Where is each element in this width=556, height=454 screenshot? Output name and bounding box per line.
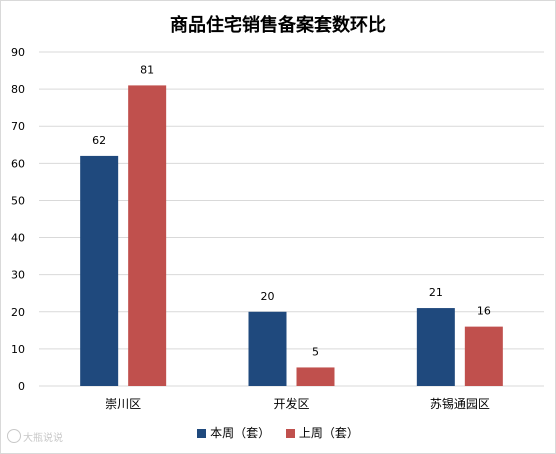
- legend-item-last-week: 上周（套）: [285, 424, 359, 441]
- legend-item-this-week: 本周（套）: [197, 424, 270, 441]
- legend-label-last-week: 上周（套）: [298, 426, 359, 440]
- data-label: 81: [140, 63, 154, 76]
- y-tick-label: 0: [18, 380, 25, 393]
- y-tick-label: 70: [11, 120, 25, 133]
- bar-last-week: [128, 85, 167, 387]
- y-tick-label: 40: [11, 232, 25, 245]
- bar-this-week: [80, 155, 119, 386]
- chart-title: 商品住宅销售备案套数环比: [170, 15, 386, 36]
- y-tick-label: 90: [11, 46, 25, 59]
- data-label: 16: [477, 305, 491, 318]
- legend-swatch-last-week: [285, 429, 295, 438]
- x-category-label: 苏锡通园区: [430, 396, 490, 411]
- y-tick-label: 20: [11, 306, 25, 319]
- legend-label-this-week: 本周（套）: [210, 426, 271, 440]
- y-tick-label: 60: [11, 157, 25, 170]
- bar-last-week: [296, 367, 335, 386]
- legend: 本周（套） 上周（套）: [1, 424, 555, 441]
- legend-swatch-this-week: [197, 429, 207, 438]
- data-label: 20: [261, 290, 275, 303]
- x-category-label: 开发区: [273, 396, 309, 411]
- y-tick-label: 50: [11, 194, 25, 207]
- y-tick-label: 30: [11, 269, 25, 282]
- x-category-label: 崇川区: [105, 397, 141, 411]
- watermark: 大瓶说说: [7, 429, 63, 444]
- data-label: 5: [312, 345, 319, 358]
- data-label: 62: [92, 134, 106, 147]
- bar-this-week: [416, 308, 455, 386]
- bar-this-week: [248, 311, 287, 386]
- watermark-logo-icon: [7, 429, 21, 443]
- bar-chart: 0 10 20 30 40 50 60 70 80 90 62 81 崇川区 20 5 开发区 21 16 苏锡通园…: [11, 46, 544, 411]
- y-tick-label: 80: [11, 83, 25, 96]
- data-label: 21: [429, 286, 443, 299]
- y-tick-label: 10: [11, 343, 25, 356]
- bar-last-week: [464, 326, 503, 386]
- watermark-text: 大瓶说说: [23, 433, 63, 444]
